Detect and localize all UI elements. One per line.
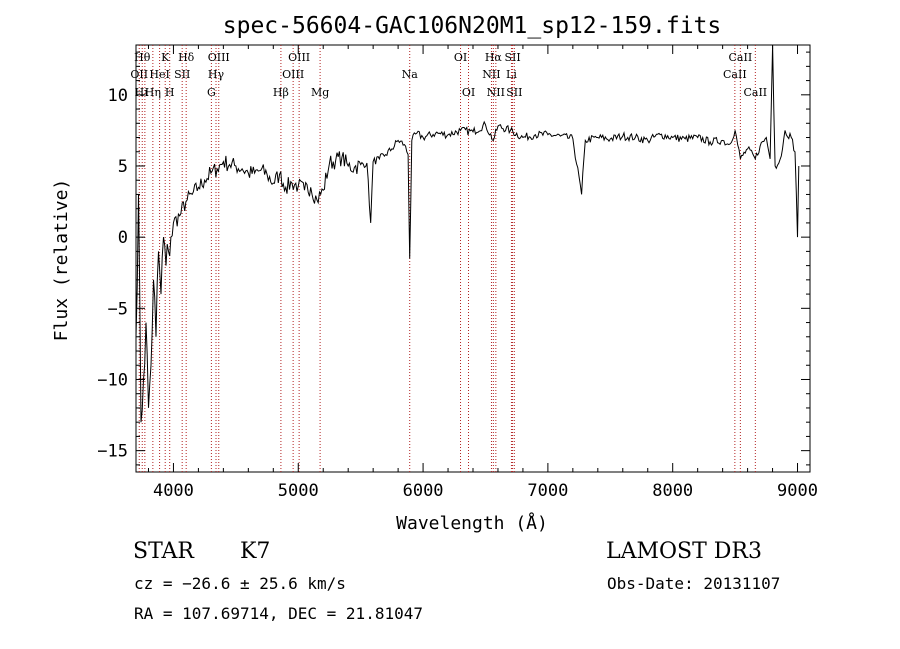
- line-label: Mg: [311, 86, 329, 99]
- line-label: Hι: [135, 86, 149, 99]
- x-axis-label: Wavelength (Å): [396, 512, 548, 534]
- x-tick-label: 5000: [278, 481, 319, 501]
- line-label: OIII: [288, 51, 310, 64]
- line-label: OI: [462, 86, 475, 99]
- line-label: OII: [130, 68, 148, 81]
- line-label: H: [165, 86, 175, 99]
- y-tick-label: −5: [108, 299, 128, 319]
- object-class: STAR: [133, 539, 194, 564]
- x-tick-label: 9000: [777, 481, 818, 501]
- line-label: OI: [454, 51, 467, 64]
- coordinates: RA = 107.69714, DEC = 21.81047: [134, 604, 423, 623]
- line-label: Na: [402, 68, 419, 81]
- line-label: NII: [487, 86, 505, 99]
- x-tick-label: 8000: [652, 481, 693, 501]
- redshift-velocity: cz = −26.6 ± 25.6 km/s: [134, 574, 346, 593]
- line-label: SII: [504, 51, 520, 64]
- y-tick-label: −10: [97, 370, 128, 390]
- x-tick-label: 7000: [527, 481, 568, 501]
- y-axis: −15 −10 −5 0 5 10: [97, 51, 810, 466]
- line-label: CaII: [729, 51, 753, 64]
- line-label: Li: [506, 68, 517, 81]
- line-label: OIII: [282, 68, 304, 81]
- subclass: K7: [240, 539, 271, 564]
- line-label: Hη: [145, 86, 161, 99]
- chart-title: spec-56604-GAC106N20M1_sp12-159.fits: [223, 13, 722, 39]
- line-label: CaII: [723, 68, 747, 81]
- line-label: Hα: [485, 51, 503, 64]
- y-tick-label: 10: [108, 86, 128, 106]
- x-axis: 4000 5000 6000 7000 8000 9000: [147, 45, 818, 501]
- line-label: SII: [506, 86, 522, 99]
- line-label: Hβ: [273, 86, 289, 99]
- line-label: Hδ: [178, 51, 195, 64]
- y-tick-label: −15: [97, 442, 128, 462]
- spectrum-line: [135, 44, 800, 423]
- plot-frame: [135, 44, 811, 473]
- line-label: G: [207, 86, 216, 99]
- y-tick-label: 5: [118, 157, 128, 177]
- survey-name: LAMOST DR3: [606, 539, 762, 564]
- line-label: OIII: [208, 51, 230, 64]
- line-label: Hγ: [208, 68, 225, 81]
- y-axis-label: Flux (relative): [51, 179, 72, 342]
- spectral-line-markers: [138, 45, 756, 472]
- x-tick-label: 4000: [153, 481, 194, 501]
- line-label: CaII: [743, 86, 767, 99]
- x-tick-label: 6000: [403, 481, 444, 501]
- line-label: NII: [482, 68, 500, 81]
- line-label: HeI: [149, 68, 169, 81]
- line-label: Hθ: [134, 51, 151, 64]
- line-label: SII: [174, 68, 190, 81]
- y-tick-label: 0: [118, 228, 128, 248]
- observation-date: Obs-Date: 20131107: [607, 574, 781, 593]
- spectrum-chart: spec-56604-GAC106N20M1_sp12-159.fits Hθ K…: [51, 13, 818, 534]
- line-label: K: [161, 51, 170, 64]
